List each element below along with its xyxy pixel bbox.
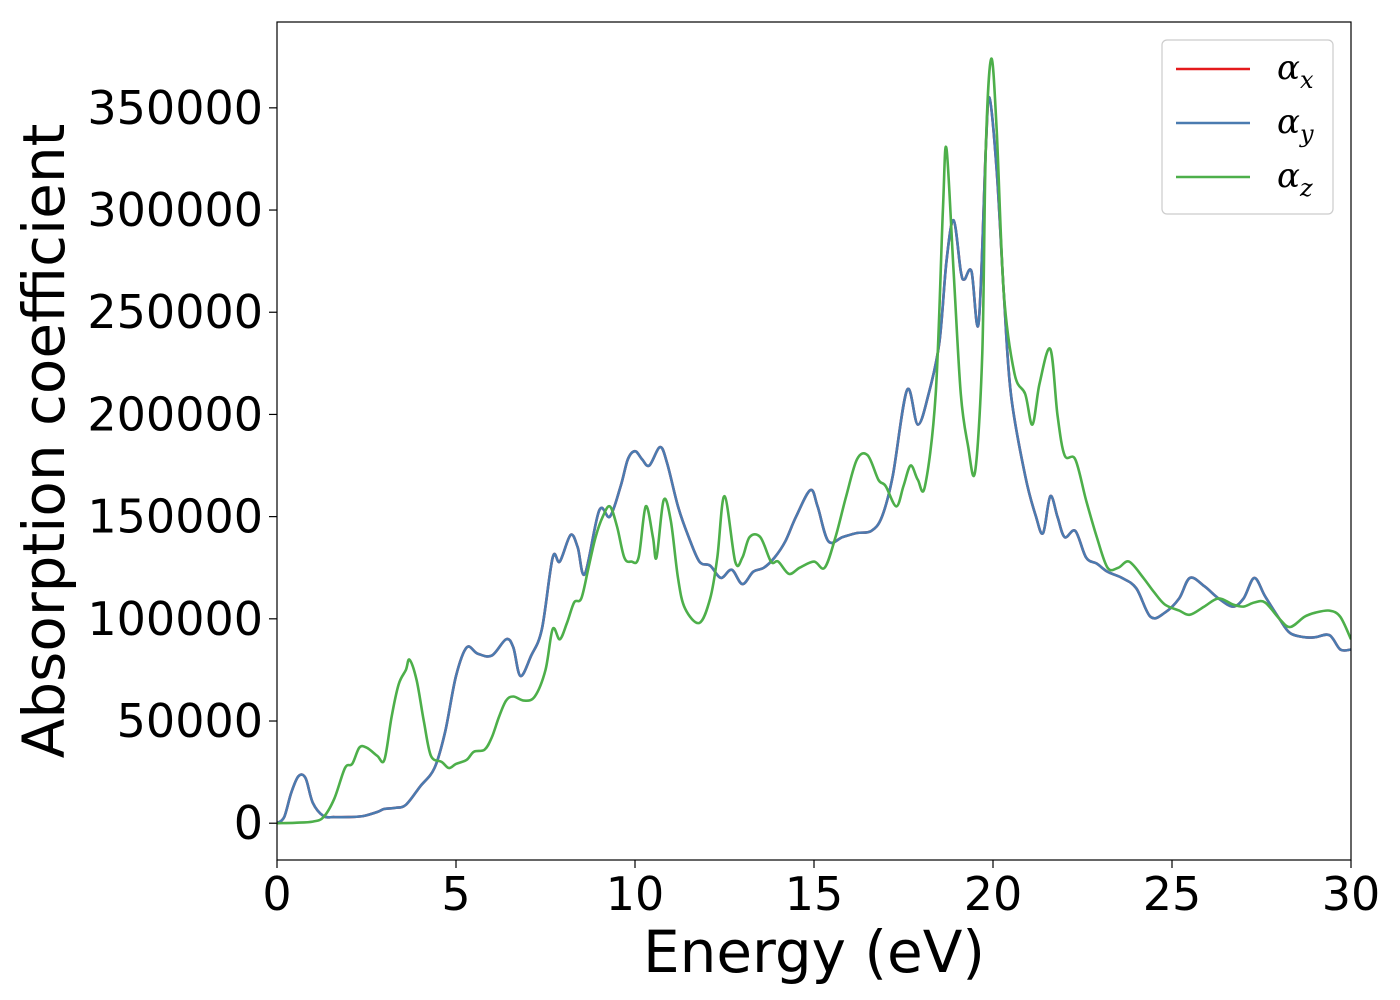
legend-frame (1161, 39, 1334, 215)
legend-label-main: α (1277, 156, 1300, 196)
x-tick-label: 5 (441, 867, 470, 921)
legend-label-sub: x (1300, 66, 1314, 94)
legend-label-alpha_x: αx (1277, 48, 1314, 94)
x-tick-label: 15 (785, 867, 844, 921)
series-line-alpha_z (277, 57, 1351, 825)
y-axis-title: Absorption coefficient (10, 124, 78, 759)
y-tick-label: 350000 (87, 81, 263, 135)
y-tick-label: 200000 (87, 387, 263, 441)
y-tick-label: 150000 (87, 490, 263, 544)
legend-label-sub: z (1299, 174, 1313, 202)
x-tick-label: 20 (964, 867, 1023, 921)
x-axis-ticks: 0 5 10 15 20 25 30 (262, 860, 1380, 921)
legend-label-main: α (1277, 48, 1300, 88)
legend-label-alpha_z: αz (1277, 156, 1313, 202)
x-tick-label: 0 (262, 867, 291, 921)
x-axis-title: Energy (eV) (643, 918, 985, 986)
x-tick-label: 30 (1322, 867, 1381, 921)
legend-label-sub: y (1299, 120, 1314, 148)
y-tick-label: 50000 (117, 694, 263, 748)
y-tick-label: 250000 (87, 285, 263, 339)
series-layer (277, 57, 1351, 825)
y-tick-label: 100000 (87, 592, 263, 646)
x-tick-label: 10 (606, 867, 665, 921)
y-axis-ticks: 0 50000 100000 150000 200000 250000 300000 3500… (87, 81, 277, 850)
y-tick-label: 0 (234, 796, 263, 850)
legend-label-alpha_y: αy (1277, 102, 1314, 148)
x-tick-label: 25 (1143, 867, 1202, 921)
y-tick-label: 300000 (87, 183, 263, 237)
legend-label-main: α (1277, 102, 1300, 142)
series-line-alpha_y (277, 95, 1351, 825)
